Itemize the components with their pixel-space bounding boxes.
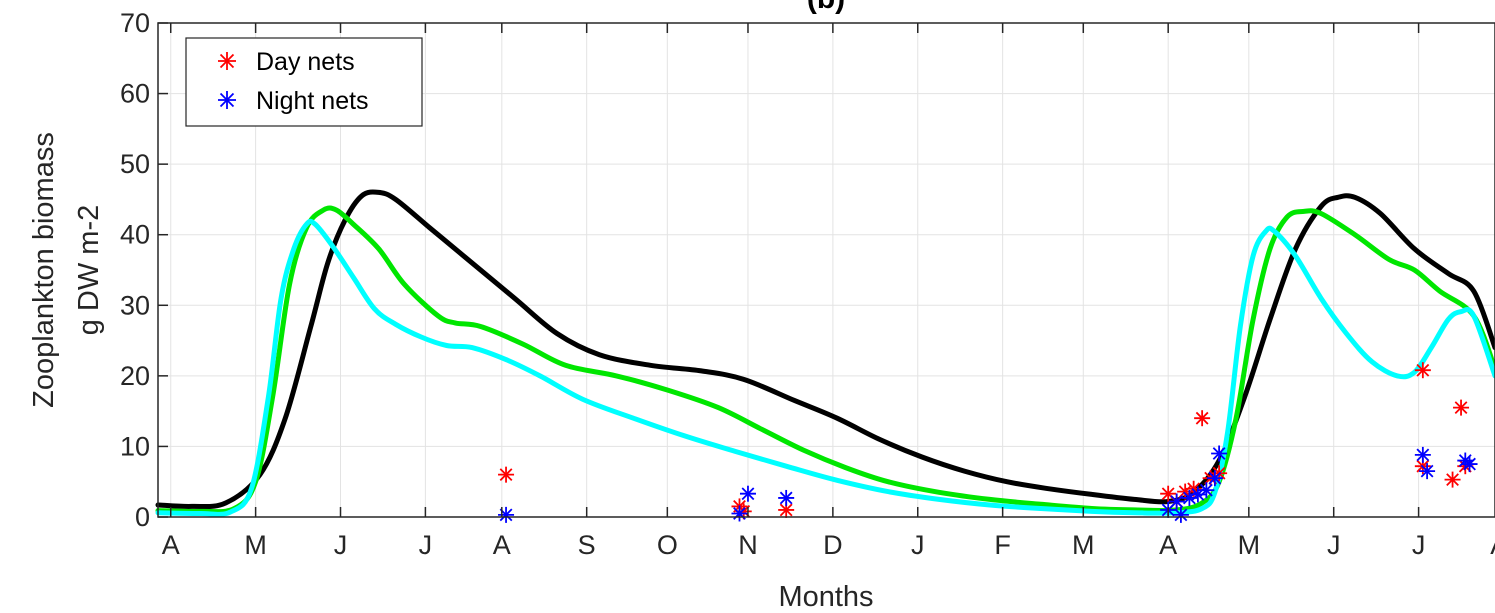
series-lines (155, 189, 1495, 517)
y-tick-label: 30 (120, 290, 150, 320)
marker-night-nets (1461, 456, 1478, 473)
marker-day-nets (1453, 399, 1470, 416)
legend-label-day-nets: Day nets (256, 48, 355, 76)
series-line-3 (155, 218, 1495, 517)
x-tick-label: A (493, 530, 511, 560)
marker-night-nets (1206, 470, 1223, 487)
x-tick-label: D (823, 530, 843, 560)
series-line-1 (155, 189, 1495, 510)
x-tick-label: J (334, 530, 348, 560)
x-tick-label: A (1159, 530, 1177, 560)
x-tick-label: M (1072, 530, 1095, 560)
marker-day-nets (1444, 471, 1461, 488)
x-tick-label: A (162, 530, 180, 560)
x-tick-label: M (1238, 530, 1261, 560)
series-line-2 (155, 205, 1495, 515)
marker-night-nets (1414, 446, 1431, 463)
y-tick-label: 0 (135, 502, 150, 532)
x-tick-label: O (657, 530, 678, 560)
x-tick-label: M (244, 530, 267, 560)
axis-ticks: 0 10 20 30 40 50 60 70 A M J J A S O N D J F M A M J J A (120, 8, 1495, 560)
marker-night-nets (498, 506, 515, 523)
marker-day-nets (498, 466, 515, 483)
legend: Day nets Night nets (185, 37, 423, 127)
y-tick-label: 60 (120, 79, 150, 109)
x-tick-label: J (1327, 530, 1341, 560)
marker-night-nets (739, 485, 756, 502)
legend-label-night-nets: Night nets (256, 87, 369, 115)
y-tick-label: 40 (120, 220, 150, 250)
x-tick-label: J (419, 530, 433, 560)
chart-title: (b) (807, 0, 845, 15)
y-tick-label: 10 (120, 431, 150, 461)
legend-box (185, 37, 423, 127)
x-tick-label: A (1490, 530, 1495, 560)
x-tick-label: J (911, 530, 925, 560)
marker-night-nets (731, 505, 748, 522)
y-tick-label: 20 (120, 361, 150, 391)
legend-asterisk-day-nets (218, 52, 236, 70)
legend-marker-night-nets (218, 91, 236, 109)
y-axis-label: Zooplankton biomass g DW m-2 (28, 132, 105, 408)
marker-night-nets (1198, 482, 1215, 499)
y-axis-label-line2: g DW m-2 (73, 205, 105, 336)
y-tick-label: 70 (120, 8, 150, 38)
x-tick-label: F (994, 530, 1011, 560)
marker-night-nets (1419, 463, 1436, 480)
marker-night-nets (1172, 506, 1189, 523)
plot-frame (157, 22, 1495, 518)
x-tick-label: J (1412, 530, 1426, 560)
marker-night-nets (778, 489, 795, 506)
marker-night-nets (1189, 486, 1206, 503)
x-tick-label: N (738, 530, 758, 560)
legend-asterisk-night-nets (218, 91, 236, 109)
marker-night-nets (1211, 445, 1228, 462)
y-tick-label: 50 (120, 149, 150, 179)
marker-day-nets (1194, 410, 1211, 427)
x-tick-label: S (578, 530, 596, 560)
y-axis-label-line1: Zooplankton biomass (28, 132, 60, 408)
marker-night-nets (1168, 493, 1185, 510)
legend-marker-day-nets (218, 52, 236, 70)
x-axis-label: Months (778, 581, 873, 613)
grid (158, 22, 1495, 518)
marker-day-nets (1414, 362, 1431, 379)
